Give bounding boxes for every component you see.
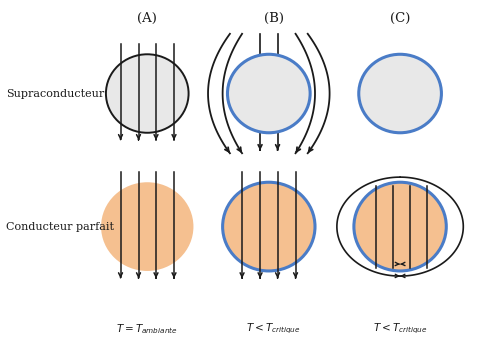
- Ellipse shape: [353, 182, 446, 271]
- Ellipse shape: [358, 54, 441, 133]
- Text: (A): (A): [137, 12, 157, 25]
- Text: (B): (B): [263, 12, 283, 25]
- Ellipse shape: [227, 54, 309, 133]
- Ellipse shape: [106, 54, 188, 133]
- Text: $T < T_{critique}$: $T < T_{critique}$: [372, 321, 427, 336]
- Text: Conducteur parfait: Conducteur parfait: [6, 222, 114, 232]
- Ellipse shape: [222, 182, 314, 271]
- Text: $T < T_{critique}$: $T < T_{critique}$: [246, 321, 301, 336]
- Ellipse shape: [101, 182, 193, 271]
- Text: $T = T_{ambiante}$: $T = T_{ambiante}$: [116, 322, 178, 336]
- Text: (C): (C): [389, 12, 409, 25]
- Text: Supraconducteur: Supraconducteur: [6, 88, 104, 98]
